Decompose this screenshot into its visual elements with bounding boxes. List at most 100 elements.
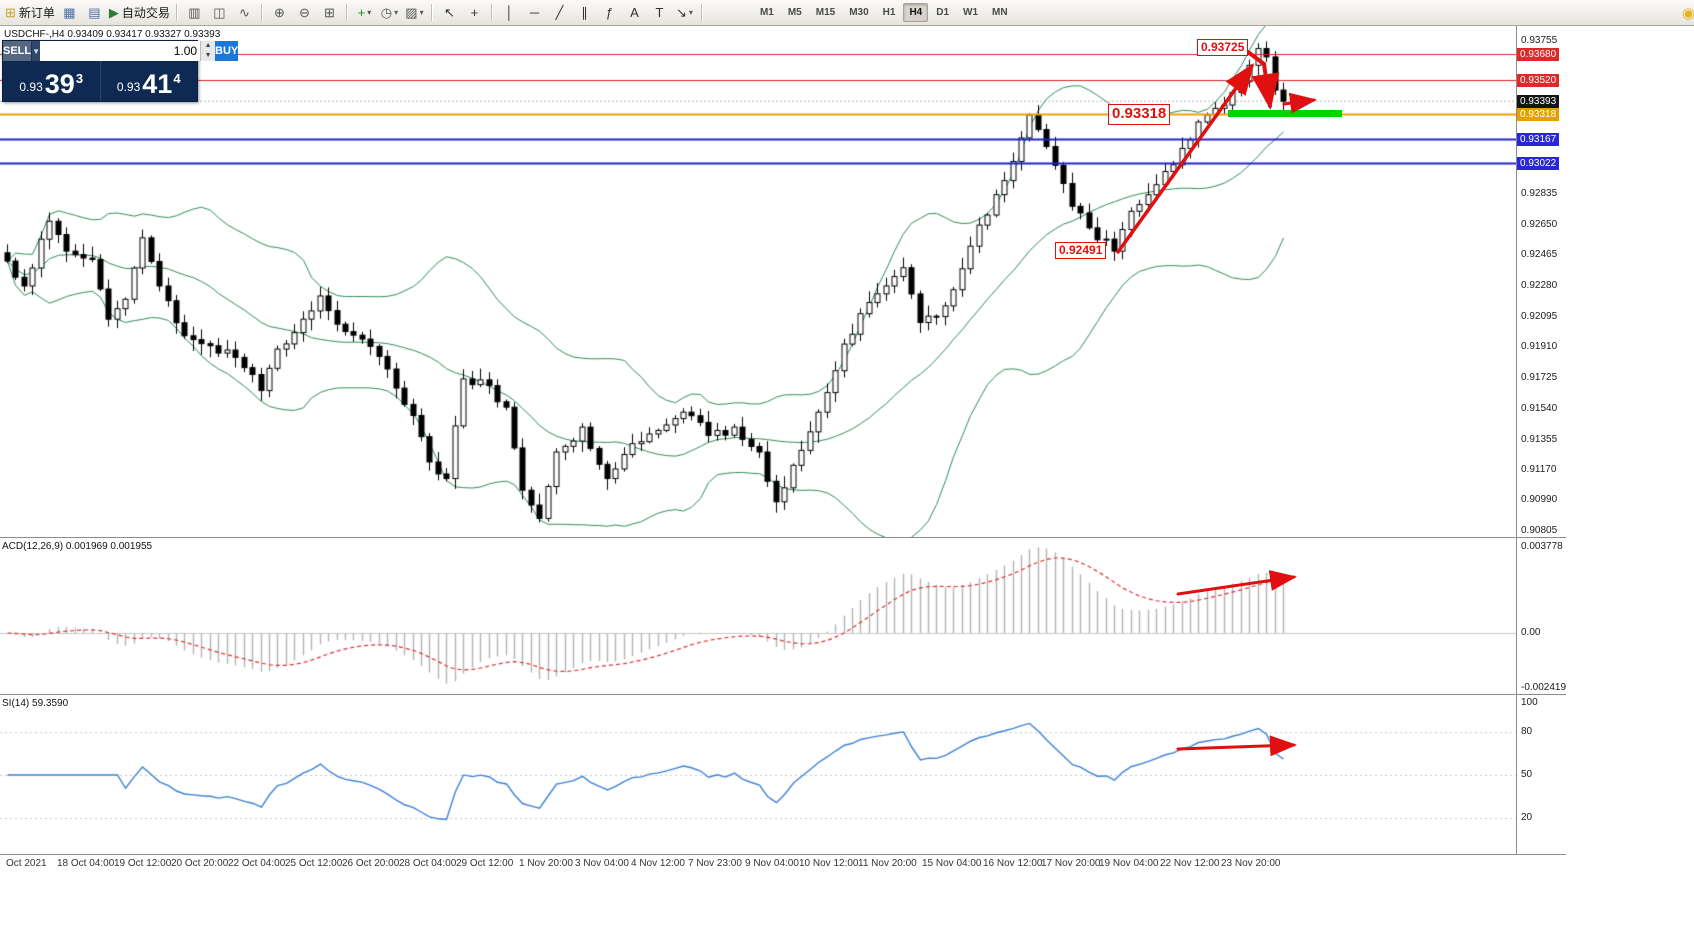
volume-up-button[interactable]: ▲ xyxy=(201,41,216,51)
vertical-line-icon: │ xyxy=(505,5,514,20)
rsi-axis-label: 50 xyxy=(1521,769,1533,780)
price-annotation[interactable]: 0.93318 xyxy=(1108,104,1171,125)
rsi-indicator-label: SI(14) 59.3590 xyxy=(2,698,69,709)
buy-button[interactable]: BUY xyxy=(215,41,239,61)
price-annotation[interactable]: 0.92491 xyxy=(1055,242,1107,259)
fibonacci-icon: ƒ xyxy=(605,5,614,20)
label-icon[interactable]: T xyxy=(648,1,671,24)
new-order-icon: ⊞ xyxy=(5,4,16,20)
time-axis-label: 26 Oct 20:00 xyxy=(342,858,400,869)
bar-chart-type-icon[interactable]: ▥ xyxy=(183,1,206,24)
macd-axis-label: 0.003778 xyxy=(1521,541,1563,552)
timeframe-h1-button[interactable]: H1 xyxy=(882,7,896,18)
macd-axis-label: -0.002419 xyxy=(1521,682,1567,694)
price-axis-badge: 0.93520 xyxy=(1517,74,1560,88)
time-axis-label: 22 Nov 12:00 xyxy=(1160,858,1220,869)
time-axis-label: 11 Nov 20:00 xyxy=(858,858,917,869)
breakout-right-arrow[interactable] xyxy=(1282,92,1317,114)
time-axis-label: 16 Nov 12:00 xyxy=(983,858,1043,869)
timeframe-d1-button[interactable]: D1 xyxy=(936,7,950,18)
reversal-down-arrow[interactable] xyxy=(1246,50,1280,110)
horizontal-line-icon[interactable]: ─ xyxy=(523,1,546,24)
volume-input[interactable] xyxy=(40,41,201,61)
volume-stepper: ▲ ▼ xyxy=(200,41,216,61)
rsi-canvas[interactable] xyxy=(0,695,1516,854)
timeframe-mn-button[interactable]: MN xyxy=(992,7,1008,18)
chevron-down-icon: ▾ xyxy=(394,8,399,17)
line-chart-type-icon[interactable]: ∿ xyxy=(233,1,256,24)
time-axis-label: 9 Nov 04:00 xyxy=(745,858,799,869)
arrows-button[interactable]: ↘ ▾ xyxy=(673,1,696,24)
indicators-button[interactable]: + ▾ xyxy=(353,1,376,24)
time-axis-label: 29 Oct 12:00 xyxy=(456,858,514,869)
toolbar: ⊞ 新订单 ▦ ▤ ▶ 自动交易 ▥ ◫ ∿ ⊕ ⊖ ⊞ + ▾ ◷ ▾ ▨ ▾ ↖ + │ ─ ╱ ∥ ƒ A T ↘ ▾ M1 M5 M1… xyxy=(0,0,1694,26)
channel-icon[interactable]: ∥ xyxy=(573,1,596,24)
templates-icon: ▨ xyxy=(405,4,418,20)
time-axis-label: 19 Oct 12:00 xyxy=(114,858,172,869)
autotrading-button-label: 自动交易 xyxy=(121,6,170,20)
charts-grid-icon[interactable]: ▦ xyxy=(58,1,81,24)
time-axis-label: 19 Nov 04:00 xyxy=(1099,858,1159,869)
zoom-out-icon: ⊖ xyxy=(298,4,310,20)
timeframe-m1-button[interactable]: M1 xyxy=(759,7,774,18)
timeframe-m5-button[interactable]: M5 xyxy=(787,7,802,18)
crosshair-icon: + xyxy=(470,5,479,20)
sell-button[interactable]: SELL xyxy=(3,41,32,61)
price-annotation[interactable]: 0.93725 xyxy=(1197,39,1249,56)
tile-windows-icon: ⊞ xyxy=(323,4,335,20)
one-click-trading-panel: SELL ▼ ▲ ▼ BUY 0.93 39 3 0.93 41 4 xyxy=(2,40,239,102)
macd-trend-arrow[interactable] xyxy=(1176,570,1297,596)
macd-panel-separator[interactable] xyxy=(0,537,1566,538)
charts-grid-icon: ▦ xyxy=(63,4,76,20)
timeframe-h4-button[interactable]: H4 xyxy=(903,3,929,22)
timeframe-m30-button[interactable]: M30 xyxy=(849,7,869,18)
timeframe-m15-button[interactable]: M15 xyxy=(815,7,836,18)
vertical-line-icon[interactable]: │ xyxy=(498,1,521,24)
chart-window-icon[interactable]: ▤ xyxy=(83,1,106,24)
trendline-icon[interactable]: ╱ xyxy=(548,1,571,24)
macd-axis-label: 0.00 xyxy=(1521,627,1541,638)
price-axis-label: 0.92465 xyxy=(1521,249,1558,261)
buy-price-pip: 4 xyxy=(173,71,181,86)
time-axis-label: 15 Nov 04:00 xyxy=(922,858,982,869)
buy-price-prefix: 0.93 xyxy=(116,80,141,94)
fibonacci-icon[interactable]: ƒ xyxy=(598,1,621,24)
macd-indicator-label: ACD(12,26,9) 0.001969 0.001955 xyxy=(2,541,153,552)
buy-price[interactable]: 0.93 41 4 xyxy=(99,61,198,101)
sell-price[interactable]: 0.93 39 3 xyxy=(3,61,100,101)
text-icon: A xyxy=(630,5,639,20)
tile-windows-icon[interactable]: ⊞ xyxy=(318,1,341,24)
zoom-in-icon: ⊕ xyxy=(273,4,285,20)
time-axis-label: 28 Oct 04:00 xyxy=(399,858,457,869)
sell-price-prefix: 0.93 xyxy=(19,80,43,94)
label-icon: T xyxy=(655,5,664,20)
price-axis-line[interactable] xyxy=(1516,26,1517,854)
sell-options-dropdown[interactable]: ▼ xyxy=(31,41,41,61)
macd-canvas[interactable] xyxy=(0,538,1516,694)
price-axis-label: 0.90805 xyxy=(1521,524,1558,536)
candle-chart-type-icon[interactable]: ◫ xyxy=(208,1,231,24)
line-chart-type-icon: ∿ xyxy=(238,4,250,20)
crosshair-icon[interactable]: + xyxy=(463,1,486,24)
autotrading-button[interactable]: ▶ 自动交易 xyxy=(108,1,171,24)
trend-up-arrow[interactable] xyxy=(1116,63,1255,254)
cursor-icon[interactable]: ↖ xyxy=(438,1,461,24)
text-icon[interactable]: A xyxy=(623,1,646,24)
templates-button[interactable]: ▨ ▾ xyxy=(403,1,426,24)
volume-down-button[interactable]: ▼ xyxy=(201,51,216,61)
toolbar-separator xyxy=(345,4,348,21)
new-order-button[interactable]: ⊞ 新订单 xyxy=(4,1,56,24)
arrows-icon: ↘ xyxy=(675,4,687,20)
timeframe-w1-button[interactable]: W1 xyxy=(963,7,979,18)
community-icon[interactable]: ◉ xyxy=(1681,4,1694,22)
periods-button[interactable]: ◷ ▾ xyxy=(378,1,401,24)
rsi-panel-separator[interactable] xyxy=(0,694,1566,695)
annotation-layer xyxy=(1116,50,1342,757)
zoom-out-icon[interactable]: ⊖ xyxy=(293,1,316,24)
zoom-in-icon[interactable]: ⊕ xyxy=(268,1,291,24)
rsi-trend-arrow[interactable] xyxy=(1176,735,1297,757)
channel-icon: ∥ xyxy=(581,4,588,20)
price-axis-label: 0.91540 xyxy=(1521,402,1558,414)
support-highlight-bar[interactable] xyxy=(1228,110,1342,117)
